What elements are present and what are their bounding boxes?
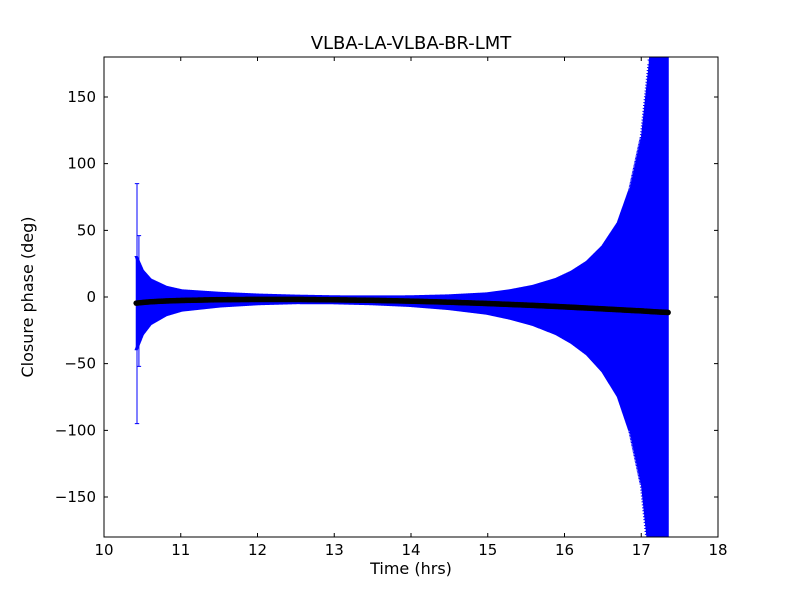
x-axis-label: Time (hrs) bbox=[369, 559, 452, 578]
phase-markers bbox=[133, 296, 671, 316]
y-axis-label: Closure phase (deg) bbox=[18, 216, 37, 377]
x-tick-label: 15 bbox=[478, 541, 497, 559]
chart-title: VLBA-LA-VLBA-BR-LMT bbox=[311, 33, 513, 54]
errorbar-caps bbox=[134, 59, 651, 535]
tick-label-layer: 10 11 12 13 14 15 16 17 18 −150 −100 −50 0 50 100 150 bbox=[55, 88, 728, 559]
axis-ticks bbox=[103, 57, 719, 537]
x-tick-label: 18 bbox=[708, 541, 727, 559]
x-tick-label: 14 bbox=[401, 541, 420, 559]
y-tick-label: −50 bbox=[64, 355, 96, 373]
y-tick-label: −100 bbox=[55, 421, 96, 439]
tick-layer bbox=[103, 57, 719, 537]
y-tick-label: 100 bbox=[67, 155, 96, 173]
marker-layer bbox=[133, 296, 671, 316]
y-tick-label: 150 bbox=[67, 88, 96, 106]
x-tick-label: 11 bbox=[171, 541, 190, 559]
x-tick-label: 10 bbox=[94, 541, 113, 559]
x-tick-label: 17 bbox=[632, 541, 651, 559]
y-tick-label: 0 bbox=[86, 288, 96, 306]
x-tick-label: 13 bbox=[325, 541, 344, 559]
x-tick-label: 12 bbox=[248, 541, 267, 559]
y-tick-label: −150 bbox=[55, 488, 96, 506]
y-tick-label: 50 bbox=[77, 221, 96, 239]
x-tick-label: 16 bbox=[555, 541, 574, 559]
